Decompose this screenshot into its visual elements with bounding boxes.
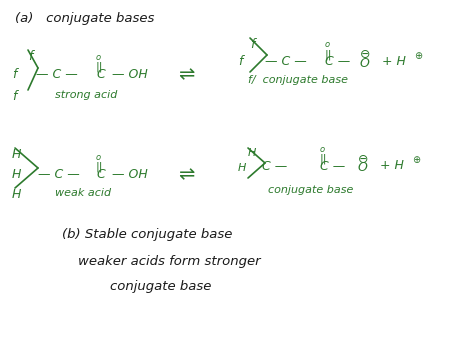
Text: — C —: — C — <box>36 68 78 81</box>
Text: weaker acids form stronger: weaker acids form stronger <box>78 255 261 268</box>
Text: ||: || <box>320 153 328 164</box>
Text: — OH: — OH <box>112 168 148 181</box>
Text: H: H <box>12 168 21 181</box>
Text: O: O <box>358 161 368 174</box>
Text: f: f <box>12 68 17 81</box>
Text: conjugate base: conjugate base <box>268 185 354 195</box>
Text: ||: || <box>96 162 103 173</box>
Text: o: o <box>96 153 101 162</box>
Text: f/  conjugate base: f/ conjugate base <box>248 75 348 85</box>
Text: strong acid: strong acid <box>55 90 118 100</box>
Text: ||: || <box>96 62 103 72</box>
Text: — C —: — C — <box>265 55 307 68</box>
Text: C: C <box>96 68 105 81</box>
Text: f: f <box>28 50 32 63</box>
Text: C —: C — <box>262 160 287 173</box>
Text: (a)   conjugate bases: (a) conjugate bases <box>15 12 155 25</box>
Text: f: f <box>12 90 17 103</box>
Text: conjugate base: conjugate base <box>110 280 211 293</box>
Text: H: H <box>12 188 21 201</box>
Text: ⊕: ⊕ <box>414 51 422 61</box>
Text: o: o <box>96 53 101 62</box>
Text: C —: C — <box>320 160 345 173</box>
Text: H: H <box>248 148 256 158</box>
Text: O: O <box>360 57 370 70</box>
Text: ⇌: ⇌ <box>178 65 194 84</box>
Text: — OH: — OH <box>112 68 148 81</box>
Text: C —: C — <box>325 55 350 68</box>
Text: ⊖: ⊖ <box>358 153 368 166</box>
Text: weak acid: weak acid <box>55 188 111 198</box>
Text: H: H <box>238 163 246 173</box>
Text: + H: + H <box>380 159 404 172</box>
Text: o: o <box>325 40 330 49</box>
Text: ||: || <box>325 49 332 60</box>
Text: + H: + H <box>382 55 406 68</box>
Text: C: C <box>96 168 105 181</box>
Text: (b) Stable conjugate base: (b) Stable conjugate base <box>62 228 232 241</box>
Text: — C —: — C — <box>38 168 80 181</box>
Text: f: f <box>250 38 255 51</box>
Text: o: o <box>320 145 325 154</box>
Text: ⇌: ⇌ <box>178 165 194 184</box>
Text: ⊕: ⊕ <box>412 155 420 165</box>
Text: H: H <box>12 148 21 161</box>
Text: ⊖: ⊖ <box>360 48 371 61</box>
Text: f: f <box>238 55 242 68</box>
